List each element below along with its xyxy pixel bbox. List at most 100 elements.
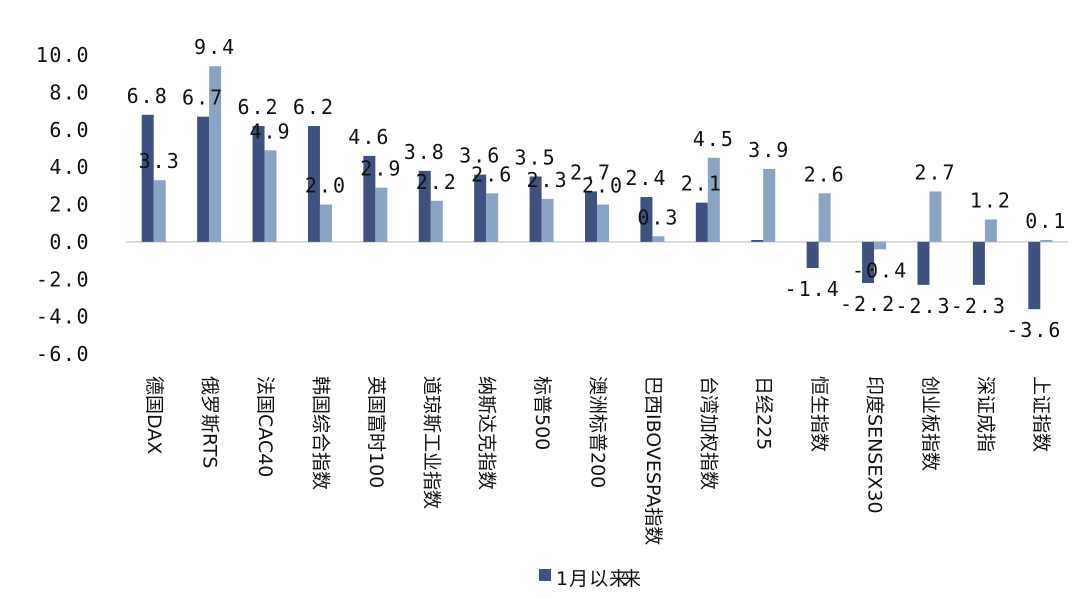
data-label-series2-13: -0.4	[852, 258, 908, 282]
data-label-series1-4: 4.6	[348, 125, 390, 149]
data-label-series2-14: 2.7	[914, 160, 956, 184]
y-tick-label: 4.0	[49, 155, 90, 179]
bar-series1-7	[529, 176, 542, 242]
bar-series1-1	[197, 116, 210, 242]
bar-series2-11	[763, 168, 776, 242]
bar-series1-14	[917, 241, 930, 285]
bar-series1-6	[474, 174, 487, 242]
bar-series2-7	[541, 198, 554, 242]
bar-series2-16	[1040, 240, 1053, 242]
data-label-series1-14: -2.3	[895, 294, 951, 318]
category-label-1: 俄罗斯RTS	[199, 376, 221, 469]
y-axis-ticks: 10.0 8.0 6.0 4.0 2.0 0.0 -2.0 -4.0 -6.0	[36, 43, 90, 366]
data-label-series1-2: 6.2	[237, 95, 279, 119]
data-label-series2-8: 2.0	[582, 174, 624, 198]
bar-series2-2	[264, 150, 277, 242]
category-label-2: 法国CAC40	[254, 376, 276, 477]
bar-series1-8	[585, 191, 597, 242]
category-label-14: 创业板指数	[919, 376, 941, 471]
y-tick-label: 0.0	[49, 230, 90, 254]
bar-series1-9	[640, 197, 653, 242]
data-label-series1-13: -2.2	[840, 292, 896, 316]
data-label-series1-5: 3.8	[404, 140, 446, 164]
category-label-8: 澳洲标普200	[587, 376, 609, 488]
bar-series2-14	[929, 191, 942, 242]
y-tick-label: -2.0	[36, 267, 90, 291]
data-label-series2-15: 1.2	[970, 188, 1012, 212]
y-tick-label: 6.0	[49, 118, 90, 142]
bar-series2-1	[209, 66, 222, 242]
data-label-series1-3: 6.2	[293, 95, 335, 119]
data-label-series1-10: 2.1	[681, 172, 723, 196]
bar-series2-15	[984, 219, 997, 242]
category-label-0: 德国DAX	[143, 376, 165, 454]
data-label-series2-6: 2.6	[471, 162, 513, 186]
data-label-series2-4: 2.9	[360, 157, 402, 181]
category-label-5: 道琼斯工业指数	[420, 376, 442, 509]
data-label-series1-9: 2.4	[625, 166, 667, 190]
bar-series1-11	[751, 240, 764, 242]
bar-series2-9	[652, 236, 665, 242]
data-label-series1-15: -2.3	[951, 294, 1007, 318]
data-label-series1-8: 2.7	[570, 160, 612, 184]
bars	[141, 66, 1053, 310]
data-label-series1-6: 3.6	[459, 144, 501, 168]
legend-label: 1月以来	[556, 568, 629, 590]
data-labels: 6.8 6.7 6.2 6.24.63.8 3.6 3.52.7 2.4 2.1-1.4-2.…	[127, 35, 1067, 342]
y-tick-label: -6.0	[36, 342, 90, 366]
data-label-series1-12: -1.4	[785, 277, 841, 301]
category-label-9: 巴西IBOVESPA指数	[642, 376, 664, 545]
data-label-series2-16: 0.1	[1025, 209, 1067, 233]
category-label-3: 韩国综合指数	[309, 376, 331, 490]
bar-series2-4	[375, 187, 388, 242]
bar-series1-2	[252, 126, 265, 242]
bar-series1-12	[806, 241, 819, 269]
legend-overlap-glyph: 来	[622, 568, 642, 590]
category-label-7: 标普500	[531, 376, 553, 450]
data-label-series1-1: 6.7	[182, 86, 224, 110]
category-label-15: 深证成指	[974, 376, 996, 452]
data-label-series2-2: 4.9	[249, 119, 291, 143]
bar-series1-3	[307, 126, 320, 242]
bar-series2-12	[818, 193, 831, 242]
bar-series2-8	[597, 204, 609, 242]
bar-series1-4	[363, 155, 376, 242]
x-axis-category-labels: 德国DAX 俄罗斯RTS 法国CAC40 韩国综合指数 英国富时100 道琼斯工业指数 纳斯…	[143, 376, 1052, 545]
data-label-series2-3: 2.0	[305, 174, 347, 198]
data-label-series1-0: 6.8	[127, 84, 169, 108]
category-label-11: 日经225	[753, 376, 775, 450]
bar-series1-10	[695, 202, 708, 242]
category-label-12: 恒生指数	[808, 376, 830, 452]
category-label-6: 纳斯达克指数	[476, 376, 498, 490]
data-label-series2-5: 2.2	[416, 170, 458, 194]
bar-series2-6	[486, 193, 499, 242]
data-label-series1-16: -3.6	[1006, 318, 1062, 342]
category-label-10: 台湾加权指数	[697, 376, 719, 490]
bar-series1-5	[418, 170, 431, 242]
category-label-13: 印度SENSEX30	[864, 376, 886, 514]
data-label-series2-9: 0.3	[637, 205, 679, 229]
bar-series1-15	[972, 241, 985, 285]
bar-series1-0	[141, 114, 154, 242]
bar-series2-0	[153, 180, 166, 242]
bar-series2-13	[874, 241, 887, 250]
bar-series2-10	[707, 157, 720, 242]
y-tick-label: 2.0	[49, 193, 90, 217]
data-label-series2-12: 2.6	[804, 162, 846, 186]
y-tick-label: 10.0	[36, 43, 90, 67]
data-label-series2-0: 3.3	[139, 149, 181, 173]
y-tick-label: -4.0	[36, 305, 90, 329]
data-label-series2-7: 2.3	[527, 168, 569, 192]
category-label-16: 上证指数	[1030, 376, 1052, 452]
y-tick-label: 8.0	[49, 80, 90, 104]
data-label-series2-1: 9.4	[194, 35, 236, 59]
bar-series1-13	[862, 241, 875, 283]
legend: 1月以来 来	[539, 568, 642, 590]
category-label-4: 英国富时100	[365, 376, 387, 488]
data-label-series2-10: 4.5	[693, 127, 735, 151]
legend-swatch	[539, 569, 551, 581]
bar-series2-3	[319, 204, 332, 242]
bar-series1-16	[1028, 241, 1041, 310]
data-label-series2-11: 3.9	[748, 138, 790, 162]
